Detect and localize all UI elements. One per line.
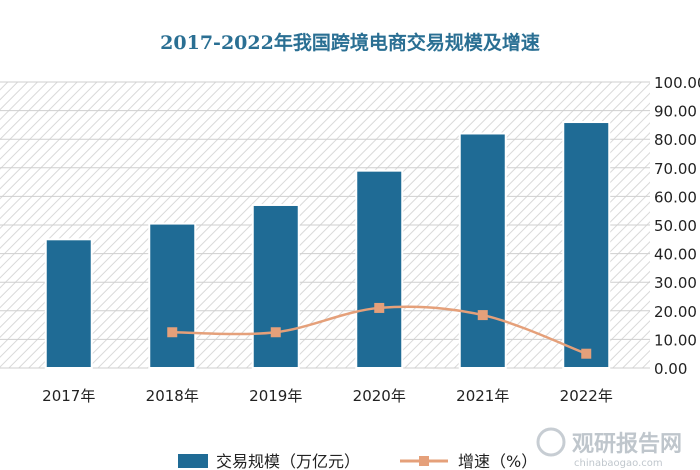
bar-series [44, 121, 611, 370]
bar [44, 238, 93, 369]
x-axis-ticks: 2017年 2018年 2019年 2020年 2021年 2022年 [42, 387, 613, 405]
legend-line-label: 增速（%） [458, 452, 537, 470]
bar [562, 121, 611, 370]
growth-rate-marker [581, 348, 592, 359]
bar [251, 203, 300, 369]
line-series [167, 302, 592, 359]
growth-rate-marker [477, 310, 488, 321]
right-tick-label: 80.00 [654, 131, 697, 149]
right-tick-label: 10.00 [654, 331, 697, 349]
x-tick-label: 2019年 [249, 387, 302, 405]
watermark-logo-icon [536, 427, 566, 457]
right-axis-ticks: 0.00 10.00 20.00 30.00 40.00 50.00 60.00 70.00 8… [654, 74, 700, 378]
right-tick-label: 20.00 [654, 303, 697, 321]
watermark-subtext: chinabaogao.com [574, 458, 663, 469]
x-tick-label: 2020年 [353, 387, 406, 405]
right-tick-label: 100.00 [654, 74, 700, 92]
chart-title: 2017-2022年我国跨境电商交易规模及增速 [160, 31, 540, 54]
bar [355, 169, 404, 369]
x-tick-label: 2022年 [560, 387, 613, 405]
right-tick-label: 90.00 [654, 103, 697, 121]
growth-rate-marker [374, 302, 385, 313]
x-tick-label: 2018年 [146, 387, 199, 405]
watermark-text: 观研报告网 [572, 432, 682, 457]
gridlines [0, 81, 650, 369]
legend-bar-swatch [178, 454, 208, 468]
x-tick-label: 2021年 [456, 387, 509, 405]
right-tick-label: 30.00 [654, 274, 697, 292]
right-tick-label: 70.00 [654, 160, 697, 178]
legend-line-marker [419, 456, 429, 466]
growth-rate-marker [167, 327, 178, 338]
right-tick-label: 40.00 [654, 246, 697, 264]
watermark: 观研报告网 chinabaogao.com [536, 427, 682, 469]
x-tick-label: 2017年 [42, 387, 95, 405]
growth-rate-marker [270, 327, 281, 338]
bar [458, 132, 507, 369]
right-tick-label: 0.00 [654, 360, 687, 378]
right-tick-label: 50.00 [654, 217, 697, 235]
right-tick-label: 60.00 [654, 188, 697, 206]
legend: 交易规模（万亿元） 增速（%） [178, 452, 537, 470]
bar [148, 222, 197, 369]
legend-bar-label: 交易规模（万亿元） [216, 452, 360, 470]
